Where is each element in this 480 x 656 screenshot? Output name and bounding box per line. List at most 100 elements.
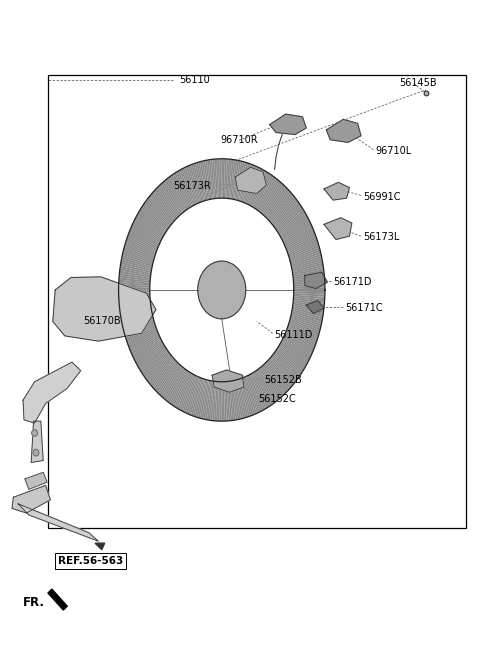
Polygon shape [168,176,185,211]
Polygon shape [274,200,298,228]
Polygon shape [254,173,270,209]
Polygon shape [129,232,157,251]
Polygon shape [274,199,297,227]
Polygon shape [132,223,160,245]
Polygon shape [281,215,307,239]
Ellipse shape [33,449,39,456]
Polygon shape [285,228,313,248]
Polygon shape [123,316,153,329]
Text: REF.56-563: REF.56-563 [58,556,123,566]
Polygon shape [228,381,232,420]
Polygon shape [251,373,265,410]
Polygon shape [25,472,47,489]
Polygon shape [209,159,214,199]
Polygon shape [212,159,216,199]
Polygon shape [196,379,205,418]
Polygon shape [223,159,225,198]
Polygon shape [252,171,267,207]
Polygon shape [231,160,238,199]
Polygon shape [292,265,324,274]
Polygon shape [283,220,310,243]
Polygon shape [219,159,221,198]
Polygon shape [294,290,325,293]
Polygon shape [121,310,152,321]
Polygon shape [246,167,258,204]
Polygon shape [150,356,172,385]
Polygon shape [270,358,292,388]
Polygon shape [238,379,246,418]
Polygon shape [202,380,209,419]
Polygon shape [277,205,302,232]
Polygon shape [292,309,323,319]
Polygon shape [250,169,264,206]
Polygon shape [288,323,318,339]
Polygon shape [212,370,244,392]
Polygon shape [182,168,195,205]
Polygon shape [256,175,273,211]
Polygon shape [244,377,255,415]
Polygon shape [240,163,250,201]
Polygon shape [135,339,162,363]
Polygon shape [167,367,184,402]
Polygon shape [119,273,150,279]
Polygon shape [140,208,166,234]
Polygon shape [136,215,163,239]
Polygon shape [235,161,243,200]
Polygon shape [181,375,194,411]
Polygon shape [279,344,305,369]
Polygon shape [121,259,152,270]
Polygon shape [188,377,199,415]
Polygon shape [288,236,317,254]
Polygon shape [126,237,156,255]
Polygon shape [204,380,210,419]
Polygon shape [252,373,267,409]
Polygon shape [245,377,257,414]
Polygon shape [127,327,156,344]
Polygon shape [212,381,216,420]
Polygon shape [120,266,151,275]
Polygon shape [53,277,156,341]
Polygon shape [134,219,161,242]
Polygon shape [293,297,324,301]
Polygon shape [239,379,248,417]
Polygon shape [255,371,272,406]
Polygon shape [235,380,243,419]
Polygon shape [144,203,168,230]
Polygon shape [280,213,306,237]
Polygon shape [119,298,150,305]
Polygon shape [293,272,324,279]
Polygon shape [283,222,311,244]
Polygon shape [122,255,152,267]
Polygon shape [186,376,198,414]
Polygon shape [119,296,150,300]
Polygon shape [204,161,210,199]
Polygon shape [218,159,220,198]
Polygon shape [119,300,150,307]
Polygon shape [276,203,300,231]
Polygon shape [292,258,322,269]
Polygon shape [136,340,163,365]
Polygon shape [122,315,153,327]
Polygon shape [122,313,152,325]
Polygon shape [225,159,228,198]
Polygon shape [293,276,324,282]
Polygon shape [167,178,184,213]
Polygon shape [156,361,177,393]
Polygon shape [261,180,279,214]
Polygon shape [196,162,205,201]
Polygon shape [281,340,308,363]
Polygon shape [125,242,155,258]
Polygon shape [133,221,160,243]
Polygon shape [188,165,199,203]
Polygon shape [178,171,192,207]
Polygon shape [260,367,278,401]
Polygon shape [290,251,321,264]
Polygon shape [121,257,152,268]
Polygon shape [121,312,152,323]
Polygon shape [218,382,220,421]
Polygon shape [280,342,306,367]
Polygon shape [290,318,320,333]
Polygon shape [294,291,325,295]
Polygon shape [12,485,50,513]
Polygon shape [119,293,150,296]
